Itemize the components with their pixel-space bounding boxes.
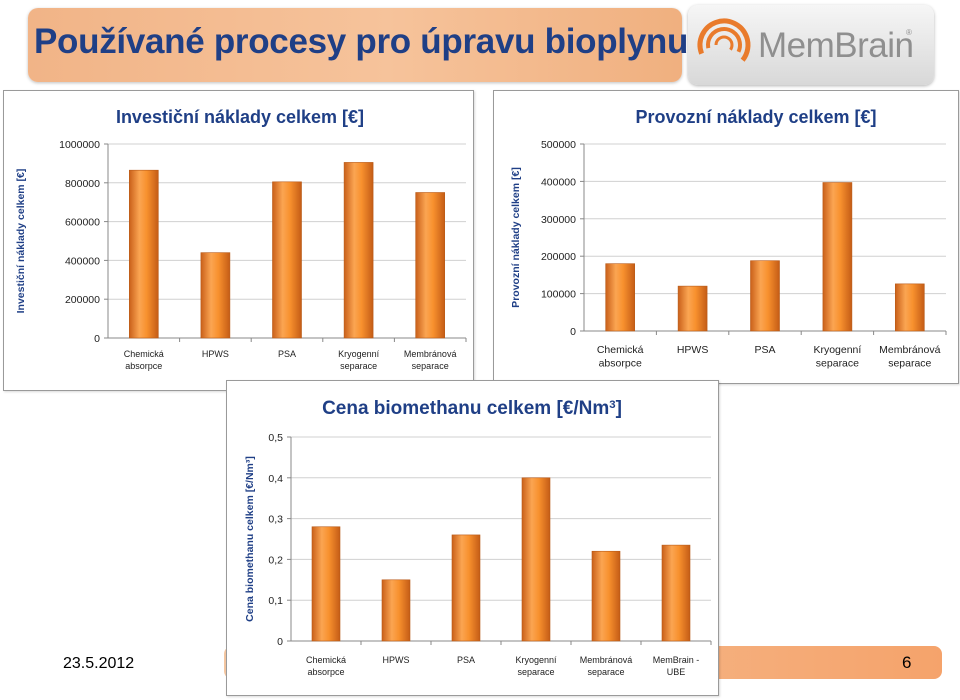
category-label: Chemická absorpce [124,349,164,371]
bar [415,192,446,339]
category-label: Kryogenní separace [813,344,861,370]
chart-biomethane-price: Cena biomethanu celkem [€/Nm3] 0 0,1 0,2 0,3… [226,380,719,696]
bar [200,252,231,339]
y-axis-label: Investiční náklady celkem [€] [15,169,27,314]
bar [129,169,159,339]
category-label: PSA [278,349,296,359]
category-label: Kryogenní separace [515,655,557,677]
chart-title: Cena biomethanu celkem [€/Nm3] [322,398,622,419]
bar [677,285,708,332]
category-label: Chemická absorpce [597,344,644,370]
bar [343,162,374,339]
membrain-logo-icon [697,18,751,72]
bar [521,477,551,642]
y-tick-label: 0,3 [268,514,283,526]
category-label: HPWS [383,655,410,665]
bar [272,181,302,339]
bar [661,544,691,642]
chart-operating: Provozní náklady celkem [€] 0 100000 200000… [493,90,959,384]
logo-registered-mark: ® [906,28,912,37]
bar [311,526,341,642]
y-tick-label: 100000 [541,289,576,301]
y-tick-label: 400000 [65,255,100,267]
footer-date: 23.5.2012 [63,655,135,672]
y-tick-label: 0 [94,333,100,345]
bar [381,579,411,642]
chart-title: Provozní náklady celkem [€] [635,107,876,127]
category-label: Chemická absorpce [306,655,346,677]
chart-biomethane-price-svg: Cena biomethanu celkem [€/Nm3] 0 0,1 0,2 0,3… [244,398,712,677]
bar [750,260,780,332]
logo-box [688,5,934,85]
bar [605,263,635,332]
bar [822,182,853,332]
y-tick-label: 0 [570,326,576,338]
y-tick-label: 800000 [65,178,100,190]
chart-investment-svg: Investiční náklady celkem [€] 0 200000 4000… [15,107,467,371]
category-label: HPWS [202,349,229,359]
category-label: HPWS [677,344,709,356]
chart-investment: Investiční náklady celkem [€] 0 200000 4000… [3,90,474,391]
y-tick-label: 0,1 [268,595,283,607]
category-label: Membránová separace [580,655,633,677]
category-label: PSA [754,344,775,356]
y-axis-label: Cena biomethanu celkem [€/Nm³] [244,456,256,622]
page-title: Používané procesy pro úpravu bioplynu [34,22,689,61]
y-axis-label: Provozní náklady celkem [€] [510,167,522,308]
category-label: PSA [457,655,475,665]
y-tick-label: 0,4 [268,473,283,485]
bar [451,534,481,642]
y-tick-label: 400000 [541,176,576,188]
y-tick-label: 1000000 [59,139,100,151]
y-tick-label: 500000 [541,139,576,151]
category-label: Membránová separace [404,349,457,371]
y-tick-label: 0,2 [268,554,283,566]
y-tick-label: 300000 [541,214,576,226]
y-tick-label: 0 [277,636,283,648]
title-bar [28,8,682,82]
chart-title: Investiční náklady celkem [€] [116,107,364,127]
y-tick-label: 0,5 [268,432,283,444]
bar [894,283,925,332]
y-tick-label: 200000 [541,251,576,263]
logo-text: MemBrain [758,26,914,65]
category-label: MemBrain -UBE [653,655,700,677]
category-label: Kryogenní separace [338,349,380,371]
footer-page-number: 6 [902,653,912,672]
chart-operating-svg: Provozní náklady celkem [€] 0 100000 200000… [510,107,947,370]
category-label: Membránová separace [879,344,940,370]
y-tick-label: 200000 [65,294,100,306]
y-tick-label: 600000 [65,217,100,229]
bar [591,550,621,642]
